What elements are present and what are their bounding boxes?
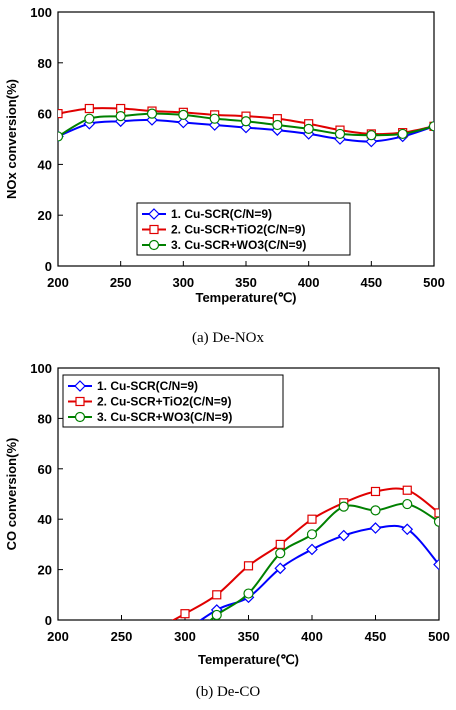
series-1 bbox=[199, 522, 439, 620]
y-tick-label: 80 bbox=[38, 56, 52, 71]
x-tick-label: 400 bbox=[298, 275, 320, 290]
y-axis-label: CO conversion(%) bbox=[4, 438, 19, 551]
data-point bbox=[369, 522, 382, 534]
data-point bbox=[178, 109, 189, 120]
y-tick-label: 20 bbox=[38, 208, 52, 223]
legend-marker bbox=[148, 239, 160, 251]
y-tick-label: 100 bbox=[30, 5, 52, 20]
x-tick-label: 500 bbox=[423, 275, 445, 290]
x-tick-label: 450 bbox=[360, 275, 382, 290]
legend: 1. Cu-SCR(C/N=9) 2. Cu-SCR+TiO2(C/N=9)3. … bbox=[62, 374, 284, 428]
legend-label: 3. Cu-SCR+WO3(C/N=9) bbox=[171, 238, 306, 252]
data-point bbox=[307, 514, 317, 524]
data-point bbox=[306, 529, 318, 540]
data-point bbox=[274, 562, 287, 575]
x-tick-label: 250 bbox=[111, 629, 133, 644]
x-axis-label: Temperature(℃) bbox=[198, 652, 299, 667]
data-point bbox=[209, 113, 220, 124]
data-point bbox=[370, 486, 381, 497]
y-tick-label: 60 bbox=[38, 462, 52, 477]
data-point bbox=[402, 498, 413, 510]
y-tick-label: 0 bbox=[45, 259, 52, 274]
x-tick-label: 400 bbox=[301, 629, 323, 644]
data-point bbox=[243, 561, 254, 571]
data-point bbox=[272, 119, 283, 131]
data-point bbox=[275, 548, 286, 559]
legend-label: 1. Cu-SCR(C/N=9) bbox=[97, 379, 198, 393]
y-tick-label: 0 bbox=[45, 613, 52, 628]
y-axis-label: NOx conversion(%) bbox=[4, 79, 19, 199]
y-tick-label: 100 bbox=[30, 361, 52, 376]
chart-panel-2: 200 250 300 350 400 450 500 0 20 40 60 80 100 Tempera… bbox=[4, 361, 450, 700]
legend-label: 2. Cu-SCR+TiO2(C/N=9) bbox=[171, 223, 305, 237]
series-line bbox=[209, 502, 439, 620]
x-tick-label: 350 bbox=[235, 275, 257, 290]
data-point bbox=[58, 108, 63, 119]
data-point bbox=[212, 590, 222, 600]
data-point bbox=[303, 123, 314, 134]
legend-marker bbox=[149, 224, 159, 235]
data-point bbox=[401, 523, 414, 536]
x-tick-label: 500 bbox=[428, 629, 450, 644]
data-point bbox=[434, 508, 439, 518]
data-point bbox=[146, 108, 158, 119]
data-point bbox=[84, 113, 95, 124]
series-3 bbox=[209, 498, 439, 620]
y-tick-label: 40 bbox=[38, 512, 52, 527]
x-tick-label: 200 bbox=[47, 629, 69, 644]
data-point bbox=[366, 130, 377, 141]
legend-marker bbox=[148, 208, 160, 220]
data-point bbox=[58, 131, 64, 142]
y-tick-label: 20 bbox=[38, 563, 52, 578]
legend-marker bbox=[74, 411, 86, 423]
data-point bbox=[338, 501, 349, 512]
x-tick-label: 300 bbox=[172, 275, 194, 290]
data-point bbox=[428, 121, 434, 132]
x-tick-label: 250 bbox=[110, 275, 132, 290]
data-point bbox=[337, 529, 350, 542]
legend: 1. Cu-SCR(C/N=9) 2. Cu-SCR+TiO2(C/N=9)3. … bbox=[136, 202, 351, 256]
legend-marker bbox=[75, 396, 85, 407]
figure-caption: (b) De-CO bbox=[196, 684, 261, 700]
chart-panel-1: 200 250 300 350 400 450 500 0 20 40 60 80 100 Tempera… bbox=[4, 5, 445, 346]
data-point bbox=[370, 505, 381, 516]
y-tick-label: 40 bbox=[38, 157, 52, 172]
data-point bbox=[180, 609, 190, 619]
data-point bbox=[433, 516, 439, 527]
data-point bbox=[397, 128, 408, 140]
data-point bbox=[275, 539, 285, 550]
x-axis-label: Temperature(℃) bbox=[195, 290, 296, 305]
data-point bbox=[334, 128, 346, 140]
series-line bbox=[171, 487, 439, 620]
legend-label: 3. Cu-SCR+WO3(C/N=9) bbox=[97, 410, 232, 424]
data-point bbox=[306, 543, 318, 556]
data-point bbox=[240, 116, 252, 127]
data-point bbox=[177, 116, 190, 129]
legend-box bbox=[62, 374, 284, 428]
x-tick-label: 350 bbox=[238, 629, 260, 644]
data-point bbox=[211, 609, 222, 620]
data-point bbox=[115, 111, 126, 122]
x-tick-label: 450 bbox=[365, 629, 387, 644]
data-point bbox=[433, 558, 439, 571]
data-point bbox=[84, 103, 94, 114]
legend-marker bbox=[74, 380, 86, 392]
legend-label: 2. Cu-SCR+TiO2(C/N=9) bbox=[97, 395, 231, 409]
figure-caption: (a) De-NOx bbox=[192, 330, 265, 346]
series-3 bbox=[58, 108, 434, 142]
x-tick-label: 200 bbox=[47, 275, 69, 290]
y-tick-label: 60 bbox=[38, 107, 52, 122]
data-point bbox=[243, 588, 254, 599]
legend-box bbox=[136, 202, 351, 256]
legend-label: 1. Cu-SCR(C/N=9) bbox=[171, 207, 272, 221]
y-tick-label: 80 bbox=[38, 411, 52, 426]
data-point bbox=[402, 485, 412, 495]
series-line bbox=[199, 524, 439, 620]
series-2 bbox=[171, 485, 439, 620]
x-tick-label: 300 bbox=[174, 629, 196, 644]
